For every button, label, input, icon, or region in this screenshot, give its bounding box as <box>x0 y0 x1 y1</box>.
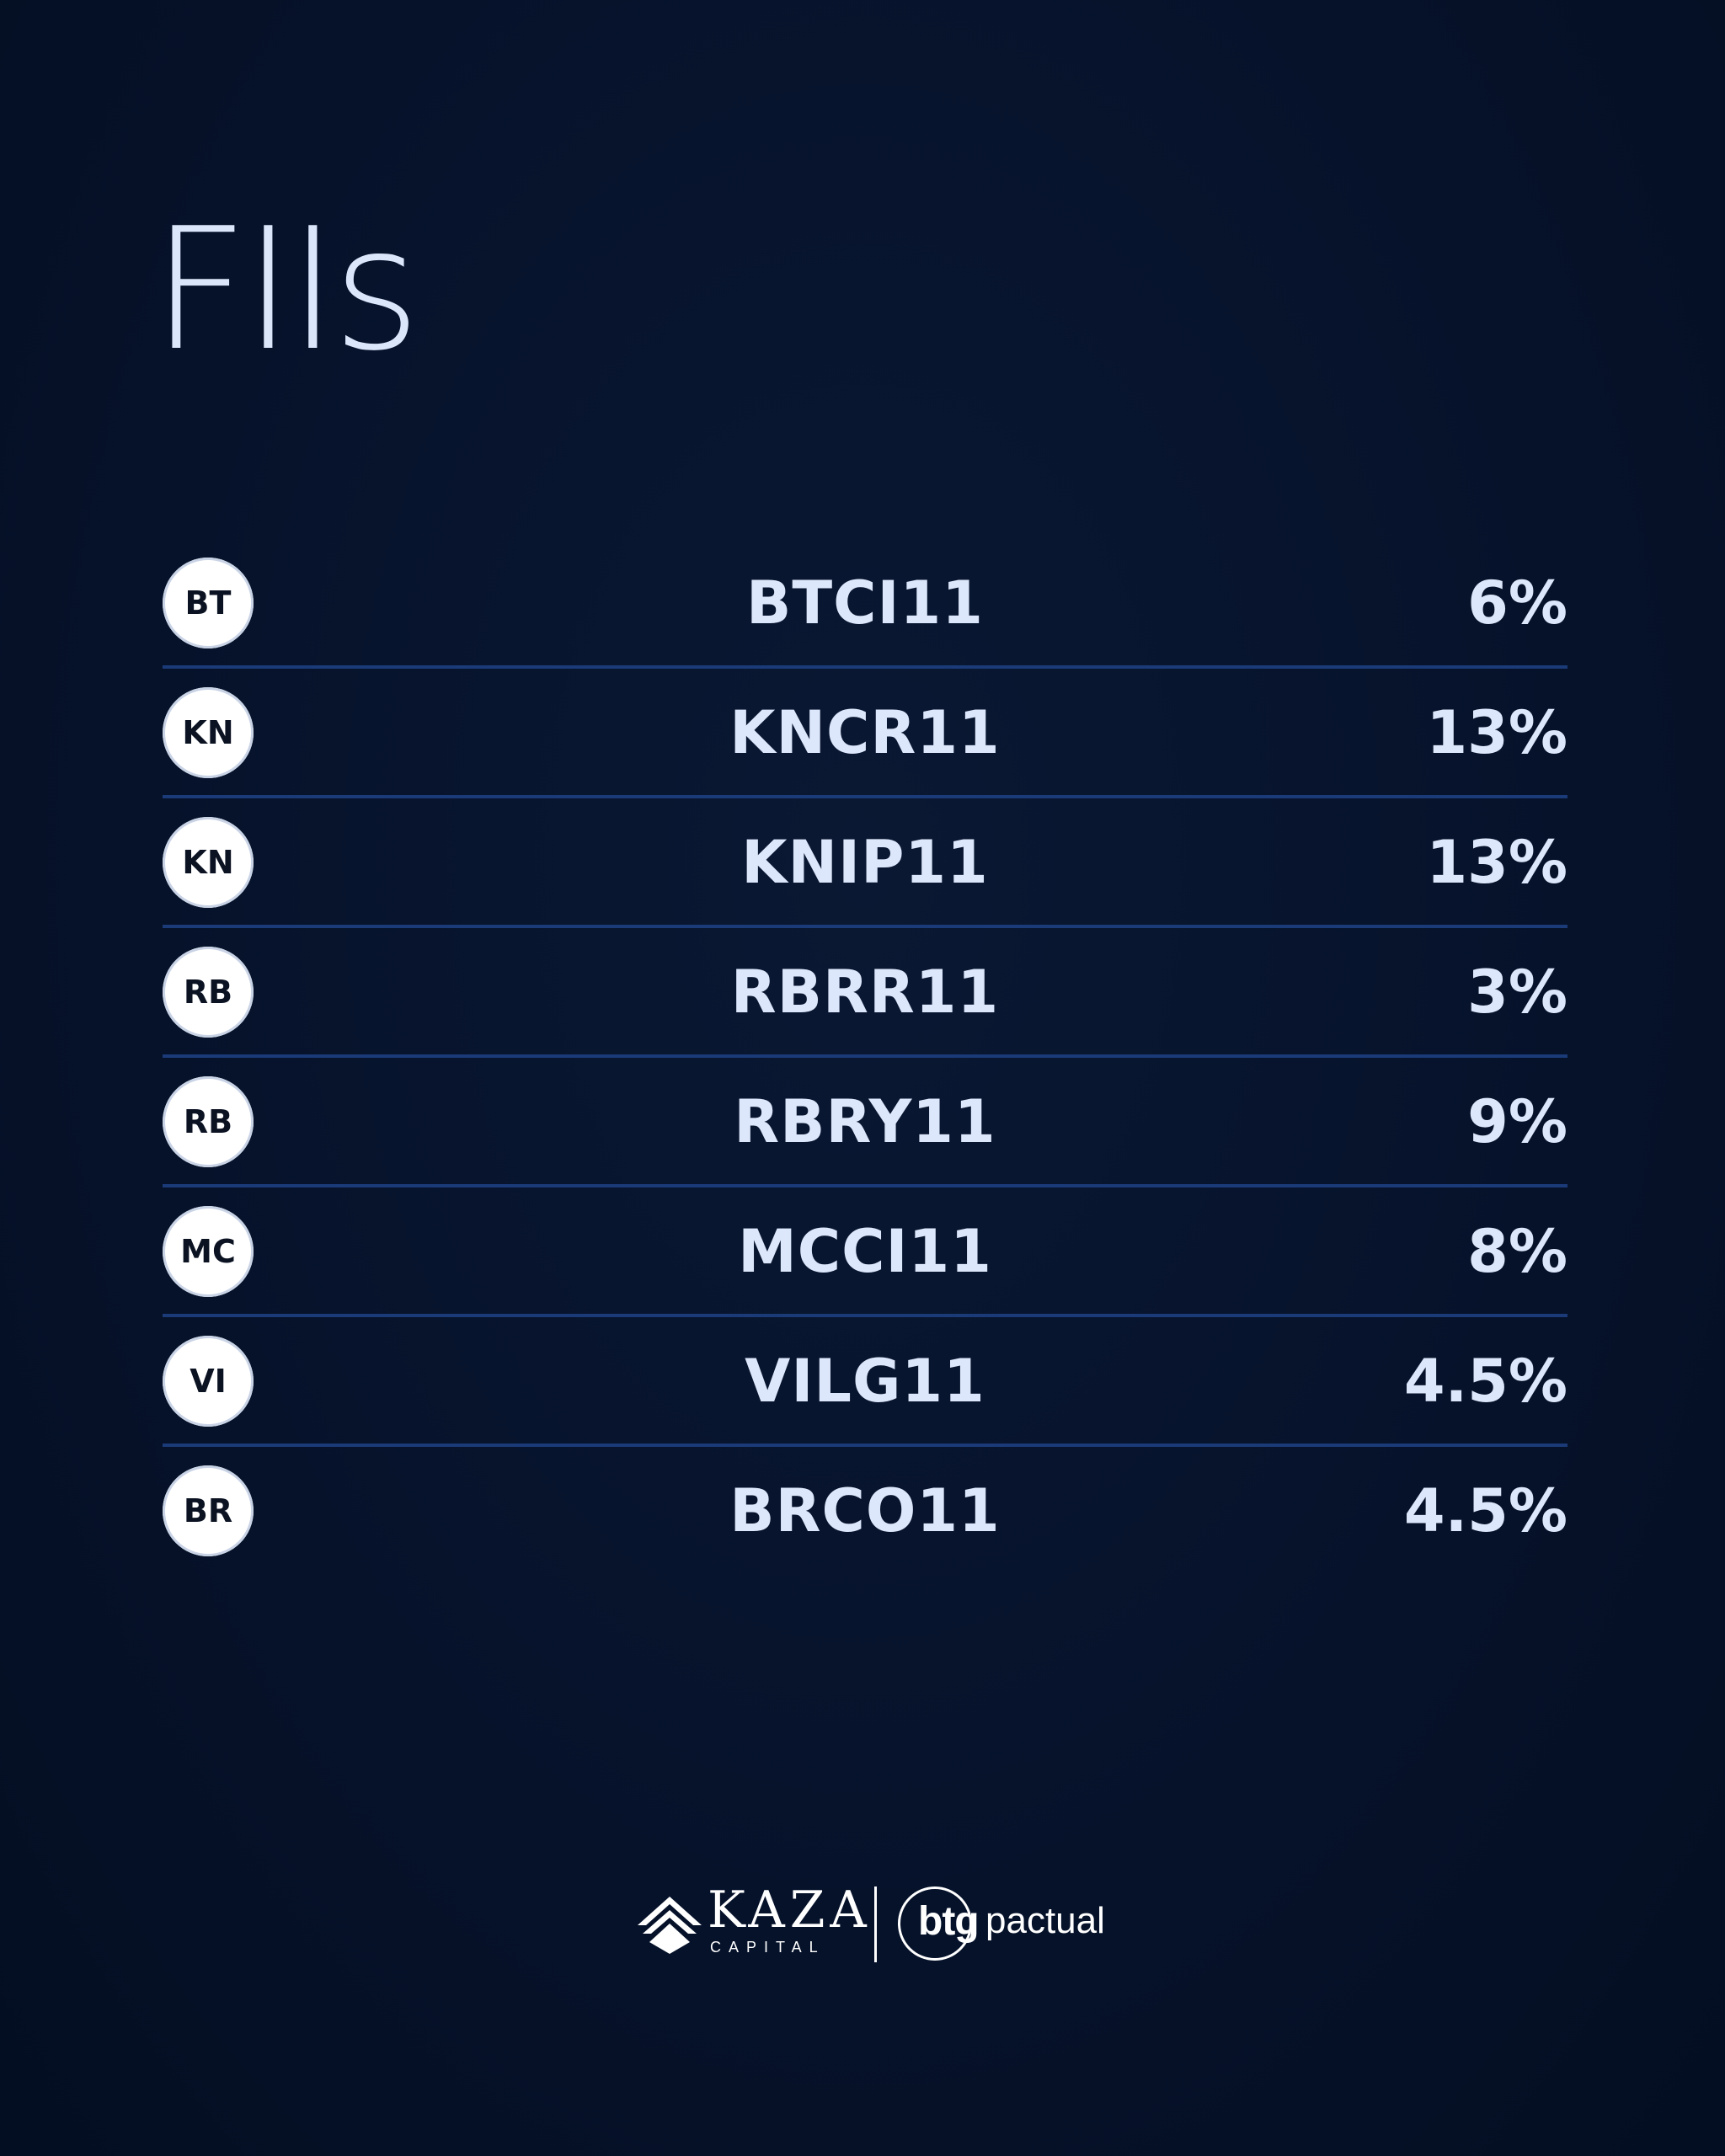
allocation-percent: 8% <box>1467 1217 1567 1286</box>
ticker-label: BTCI11 <box>746 568 984 638</box>
ticker-label: BRCO11 <box>729 1476 1001 1545</box>
list-item: BR BRCO11 4.5% <box>163 1447 1567 1573</box>
kaza-logo-text: KAZA <box>708 1881 872 1940</box>
ticker-label: RBRR11 <box>730 958 1000 1027</box>
allocation-percent: 4.5% <box>1403 1347 1567 1416</box>
allocation-percent: 4.5% <box>1403 1476 1567 1545</box>
pactual-logo-text: pactual <box>985 1900 1105 1941</box>
ticker-badge: BR <box>163 1465 254 1556</box>
list-item: BT BTCI11 6% <box>163 539 1567 669</box>
ticker-label: VILG11 <box>745 1347 985 1416</box>
footer-logos: KAZA CAPITAL btg pactual <box>0 1878 1725 1971</box>
list-item: MC MCCI11 8% <box>163 1187 1567 1317</box>
allocation-percent: 3% <box>1467 958 1567 1027</box>
kaza-logo-icon <box>638 1897 702 1954</box>
ticker-badge: KN <box>163 817 254 908</box>
kaza-logo-subtitle: CAPITAL <box>710 1939 825 1956</box>
holdings-list: BT BTCI11 6% KN KNCR11 13% KN KNIP11 13%… <box>163 539 1567 1573</box>
list-item: RB RBRR11 3% <box>163 928 1567 1058</box>
ticker-badge: MC <box>163 1206 254 1297</box>
allocation-percent: 6% <box>1467 568 1567 638</box>
ticker-badge: KN <box>163 687 254 778</box>
ticker-label: KNIP11 <box>741 828 989 897</box>
ticker-label: MCCI11 <box>738 1217 992 1286</box>
allocation-percent: 9% <box>1467 1087 1567 1156</box>
allocation-percent: 13% <box>1426 698 1567 767</box>
logo-divider <box>874 1886 877 1962</box>
list-item: VI VILG11 4.5% <box>163 1317 1567 1447</box>
list-item: KN KNIP11 13% <box>163 798 1567 928</box>
btg-logo-text: btg <box>918 1899 980 1944</box>
ticker-badge: VI <box>163 1336 254 1427</box>
allocation-percent: 13% <box>1426 828 1567 897</box>
ticker-badge: RB <box>163 947 254 1038</box>
ticker-label: RBRY11 <box>734 1087 996 1156</box>
page-title: FIIs <box>152 192 420 388</box>
ticker-label: KNCR11 <box>729 698 1001 767</box>
btg-logo-icon <box>898 1886 972 1961</box>
list-item: KN KNCR11 13% <box>163 669 1567 798</box>
list-item: RB RBRY11 9% <box>163 1058 1567 1187</box>
ticker-badge: BT <box>163 558 254 648</box>
ticker-badge: RB <box>163 1076 254 1167</box>
